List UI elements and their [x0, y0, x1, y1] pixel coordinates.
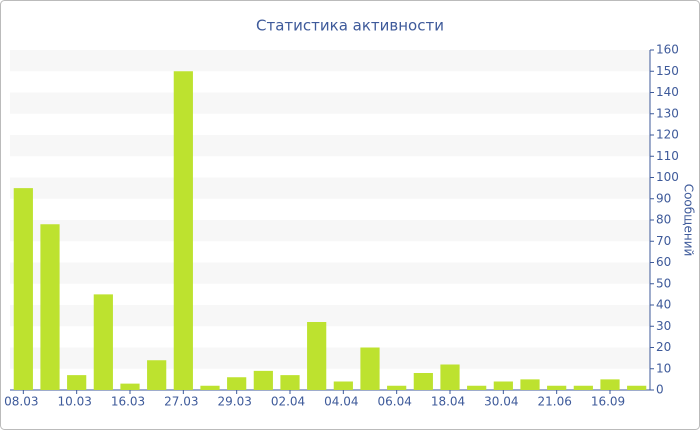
bar [93, 294, 113, 390]
y-tick-label: 40 [656, 298, 671, 312]
bar [227, 377, 247, 390]
grid-band [10, 305, 650, 327]
bar [333, 381, 353, 390]
bar [120, 383, 140, 390]
y-tick-label: 130 [656, 106, 679, 120]
bar [253, 370, 273, 390]
bar [547, 385, 567, 390]
y-tick-label: 80 [656, 213, 671, 227]
bar [627, 385, 647, 390]
bar [40, 224, 60, 390]
grid-band [10, 50, 650, 72]
y-tick-label: 70 [656, 234, 671, 248]
y-tick-label: 0 [656, 383, 664, 397]
bar [387, 385, 407, 390]
y-tick-label: 90 [656, 191, 671, 205]
bar [307, 322, 327, 390]
grid-band [10, 177, 650, 199]
x-tick-label: 08.03 [4, 395, 38, 409]
x-tick-label: 06.04 [377, 395, 411, 409]
bar [280, 375, 300, 390]
y-tick-label: 140 [656, 85, 679, 99]
x-tick-label: 16.09 [591, 395, 625, 409]
grid-band [10, 92, 650, 114]
bar [13, 188, 33, 390]
bar [440, 364, 460, 390]
x-tick-label: 27.03 [164, 395, 198, 409]
y-tick-label: 10 [656, 361, 671, 375]
y-tick-label: 120 [656, 128, 679, 142]
bar [200, 385, 220, 390]
x-tick-label: 30.04 [484, 395, 518, 409]
y-tick-label: 150 [656, 64, 679, 78]
x-tick-label: 21.06 [537, 395, 571, 409]
y-tick-label: 100 [656, 170, 679, 184]
y-axis-label: Сообщений [682, 184, 696, 257]
x-tick-label: 16.03 [111, 395, 145, 409]
bar [147, 360, 167, 390]
x-tick-label: 29.03 [217, 395, 251, 409]
y-tick-label: 50 [656, 276, 671, 290]
y-tick-label: 20 [656, 340, 671, 354]
y-tick-label: 110 [656, 149, 679, 163]
chart-title: Статистика активности [256, 17, 444, 35]
x-tick-label: 10.03 [57, 395, 91, 409]
bar [493, 381, 513, 390]
bar [573, 385, 593, 390]
y-tick-label: 160 [656, 43, 679, 57]
y-tick-label: 60 [656, 255, 671, 269]
grid-band [10, 347, 650, 369]
grid-band [10, 220, 650, 242]
x-tick-label: 18.04 [431, 395, 465, 409]
bar [413, 373, 433, 390]
bar [360, 347, 380, 390]
grid-band [10, 262, 650, 284]
bar [173, 71, 193, 390]
bar [67, 375, 87, 390]
bar [600, 379, 620, 390]
grid-band [10, 135, 650, 157]
bar [520, 379, 540, 390]
x-tick-label: 02.04 [271, 395, 305, 409]
x-tick-label: 04.04 [324, 395, 358, 409]
bar [467, 385, 487, 390]
y-tick-label: 30 [656, 319, 671, 333]
